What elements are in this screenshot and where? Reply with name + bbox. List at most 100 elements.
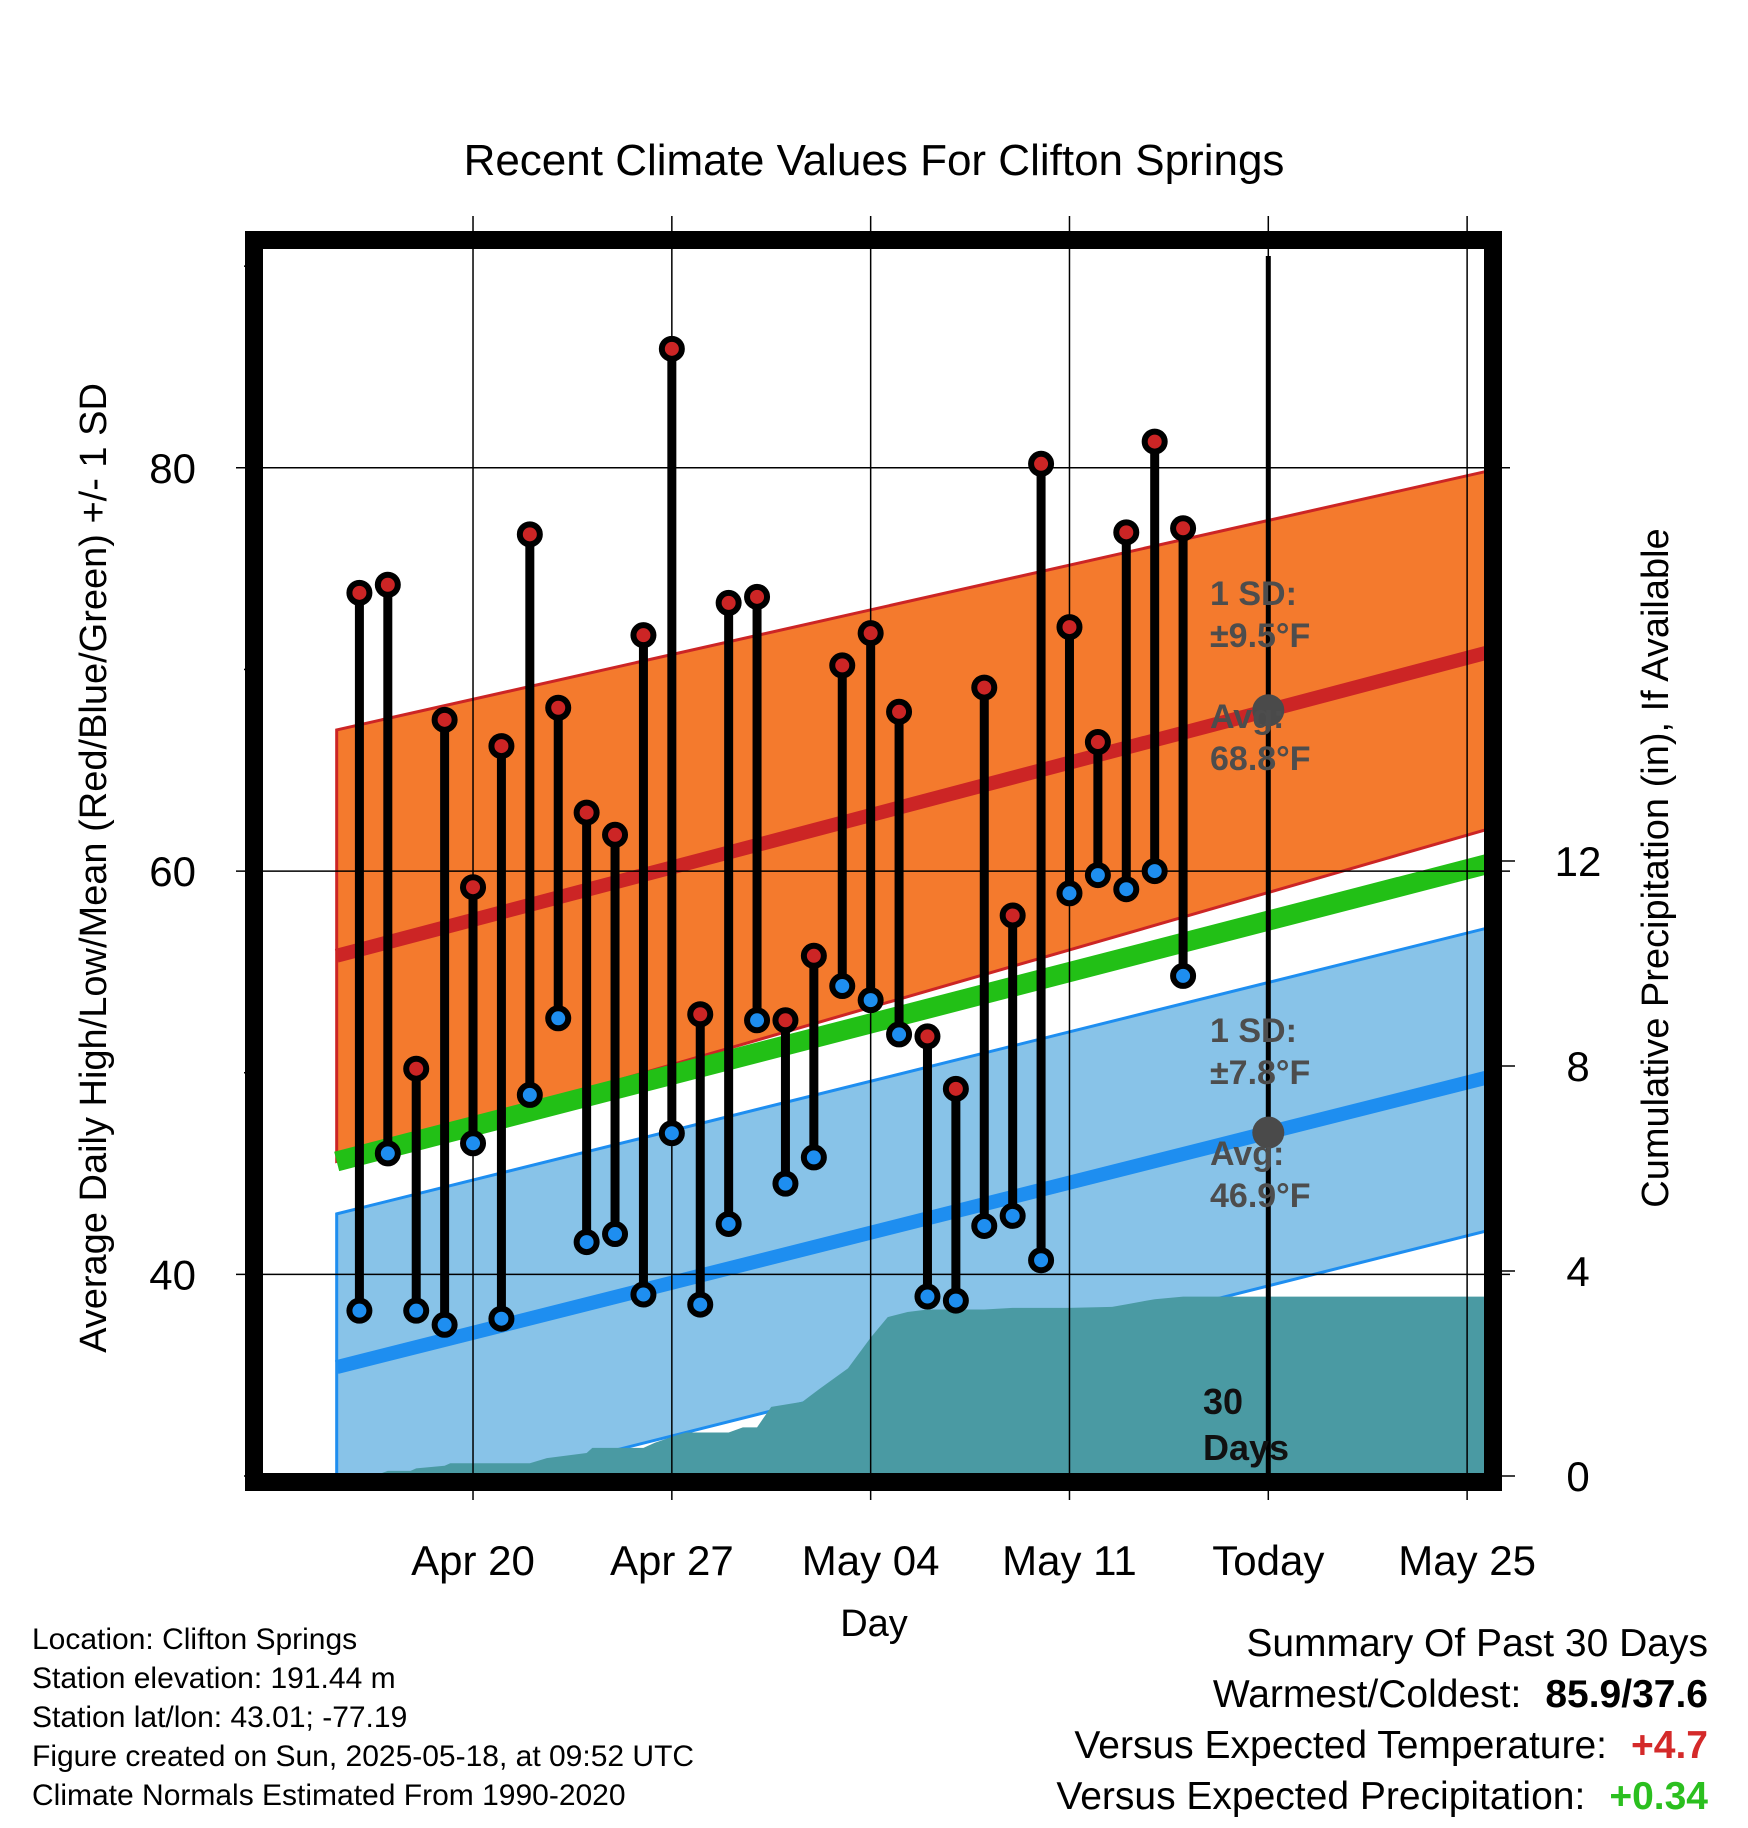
- high-temp-dot: [1113, 519, 1140, 546]
- summary-temp: Versus Expected Temperature: +4.7: [1056, 1720, 1708, 1771]
- low-temp-dot: [1084, 862, 1111, 889]
- high-temp-dot: [942, 1075, 969, 1102]
- high-avg-label: Avg:: [1210, 698, 1284, 736]
- chart-title: Recent Climate Values For Clifton Spring…: [464, 136, 1285, 185]
- x-tick-label: May 25: [1398, 1537, 1536, 1584]
- x-tick-label: Apr 20: [411, 1537, 535, 1584]
- high-temp-dot: [630, 622, 657, 649]
- cumulative-precip-area: [336, 1296, 1487, 1476]
- low-temp-dot: [1028, 1247, 1055, 1274]
- low-temp-dot: [460, 1130, 487, 1157]
- low-sd-label: 1 SD:: [1210, 1012, 1297, 1050]
- normal-bands: [334, 469, 1487, 1476]
- low-temp-dot: [999, 1202, 1026, 1229]
- low-sd-annotation: 1 SD: ±7.8°F: [1210, 1012, 1310, 1092]
- mean-normal-line: [334, 853, 1487, 1172]
- y2-tick-label: 4: [1566, 1248, 1589, 1295]
- x-tick-label: May 04: [802, 1537, 940, 1584]
- low-temp-dot: [545, 1005, 572, 1032]
- summary-warm-cold: Warmest/Coldest: 85.9/37.6: [1056, 1669, 1708, 1720]
- high-temp-dot: [403, 1055, 430, 1082]
- y2-axis-label: Cumulative Precipitation (in), If Availa…: [1635, 528, 1677, 1207]
- days-word: Days: [1203, 1427, 1289, 1468]
- precip-label: Versus Expected Precipitation:: [1056, 1775, 1586, 1818]
- low-temp-dot: [431, 1311, 458, 1338]
- low-temp-dot: [800, 1144, 827, 1171]
- high-temp-dot: [488, 733, 515, 760]
- low-avg-label: Avg:: [1210, 1135, 1284, 1173]
- low-temp-dot: [573, 1229, 600, 1256]
- low-temp-dot: [1170, 962, 1197, 989]
- high-temp-dot: [914, 1023, 941, 1050]
- high-temp-dot: [999, 902, 1026, 929]
- high-temp-dot: [1141, 428, 1168, 455]
- low-temp-dot: [971, 1212, 998, 1239]
- low-temp-dot: [857, 987, 884, 1014]
- summary-precip: Versus Expected Precipitation: +0.34: [1056, 1771, 1708, 1822]
- high-temp-dot: [1056, 614, 1083, 641]
- high-sd-label: 1 SD:: [1210, 575, 1297, 613]
- high-temp-dot: [857, 620, 884, 647]
- low-temp-dot: [1113, 876, 1140, 903]
- summary-title: Summary Of Past 30 Days: [1246, 1622, 1708, 1665]
- high-normal-line: [334, 645, 1487, 963]
- station-info: Location: Clifton Springs Station elevat…: [32, 1620, 694, 1815]
- summary-panel: Summary Of Past 30 Days Warmest/Coldest:…: [1056, 1618, 1708, 1822]
- low-temp-dot: [516, 1081, 543, 1108]
- low-temp-dot: [744, 1007, 771, 1034]
- low-avg-annotation: Avg: 46.9°F: [1210, 1135, 1311, 1215]
- axis-ticks: Apr 20 Apr 27 May 04 May 11 Today May 2540608…: [149, 265, 1602, 1584]
- low-temp-dot: [1141, 858, 1168, 885]
- high-temp-dot: [658, 335, 685, 362]
- high-temp-dot: [715, 589, 742, 616]
- temp-value: +4.7: [1631, 1724, 1708, 1767]
- high-sd-value: ±9.5°F: [1210, 617, 1310, 655]
- high-temp-dot: [460, 874, 487, 901]
- high-temp-dot: [602, 821, 629, 848]
- low-temp-dot: [374, 1140, 401, 1167]
- plot-frame: [245, 231, 1502, 1491]
- high-temp-dot: [1170, 515, 1197, 542]
- low-temp-dot: [1056, 880, 1083, 907]
- low-temp-dot: [715, 1210, 742, 1237]
- low-temp-dot: [346, 1297, 373, 1324]
- high-temp-dot: [573, 799, 600, 826]
- days-annotation: 30 Days: [1203, 1381, 1289, 1468]
- high-temp-dot: [374, 571, 401, 598]
- low-temp-dot: [488, 1305, 515, 1332]
- high-temp-dot: [1084, 729, 1111, 756]
- high-temp-dot: [886, 698, 913, 725]
- info-location: Location: Clifton Springs: [32, 1623, 358, 1656]
- high-temp-dot: [516, 521, 543, 548]
- info-normals: Climate Normals Estimated From 1990-2020: [32, 1779, 626, 1812]
- high-temp-dot: [772, 1007, 799, 1034]
- x-axis-label: Day: [840, 1603, 908, 1645]
- info-latlon: Station lat/lon: 43.01; -77.19: [32, 1701, 408, 1734]
- y-tick-label: 40: [149, 1251, 196, 1298]
- low-sd-value: ±7.8°F: [1210, 1054, 1310, 1092]
- low-temp-dot: [914, 1283, 941, 1310]
- low-temp-dot: [687, 1291, 714, 1318]
- y2-tick-label: 8: [1566, 1043, 1589, 1090]
- temp-label: Versus Expected Temperature:: [1074, 1724, 1607, 1767]
- today-low-avg-dot: [1252, 1116, 1285, 1149]
- low-temp-dot: [772, 1170, 799, 1197]
- low-temp-dot: [630, 1281, 657, 1308]
- high-temp-dot: [431, 706, 458, 733]
- high-temp-dot: [971, 674, 998, 701]
- x-tick-label: May 11: [1002, 1537, 1137, 1584]
- y-axis-label: Average Daily High/Low/Mean (Red/Blue/Gr…: [73, 383, 115, 1353]
- y2-tick-label: 0: [1566, 1453, 1589, 1500]
- y-tick-label: 60: [149, 848, 196, 895]
- low-temp-dot: [602, 1221, 629, 1248]
- warm-cold-value: 85.9/37.6: [1545, 1673, 1708, 1716]
- low-temp-dot: [942, 1287, 969, 1314]
- high-avg-value: 68.8°F: [1210, 740, 1311, 778]
- high-avg-annotation: Avg: 68.8°F: [1210, 698, 1311, 778]
- y2-tick-label: 12: [1555, 838, 1602, 885]
- info-created: Figure created on Sun, 2025-05-18, at 09…: [32, 1740, 695, 1773]
- high-temp-dot: [687, 1001, 714, 1028]
- high-temp-dot: [346, 579, 373, 606]
- precip-value: +0.34: [1609, 1775, 1708, 1818]
